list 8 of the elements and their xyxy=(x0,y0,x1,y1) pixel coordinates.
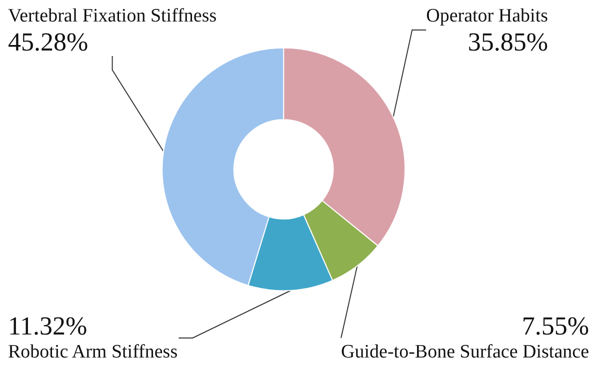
data-label: 45.28% xyxy=(8,28,88,56)
slice-label: Robotic Arm Stiffness xyxy=(8,342,178,362)
slice-label: Vertebral Fixation Stiffness xyxy=(8,6,217,26)
data-label: 7.55% xyxy=(522,312,589,340)
data-label: 35.85% xyxy=(468,28,548,56)
slice-label: Operator Habits xyxy=(426,6,548,26)
slice-label: Guide-to-Bone Surface Distance xyxy=(341,342,589,362)
data-label: 11.32% xyxy=(8,312,88,340)
